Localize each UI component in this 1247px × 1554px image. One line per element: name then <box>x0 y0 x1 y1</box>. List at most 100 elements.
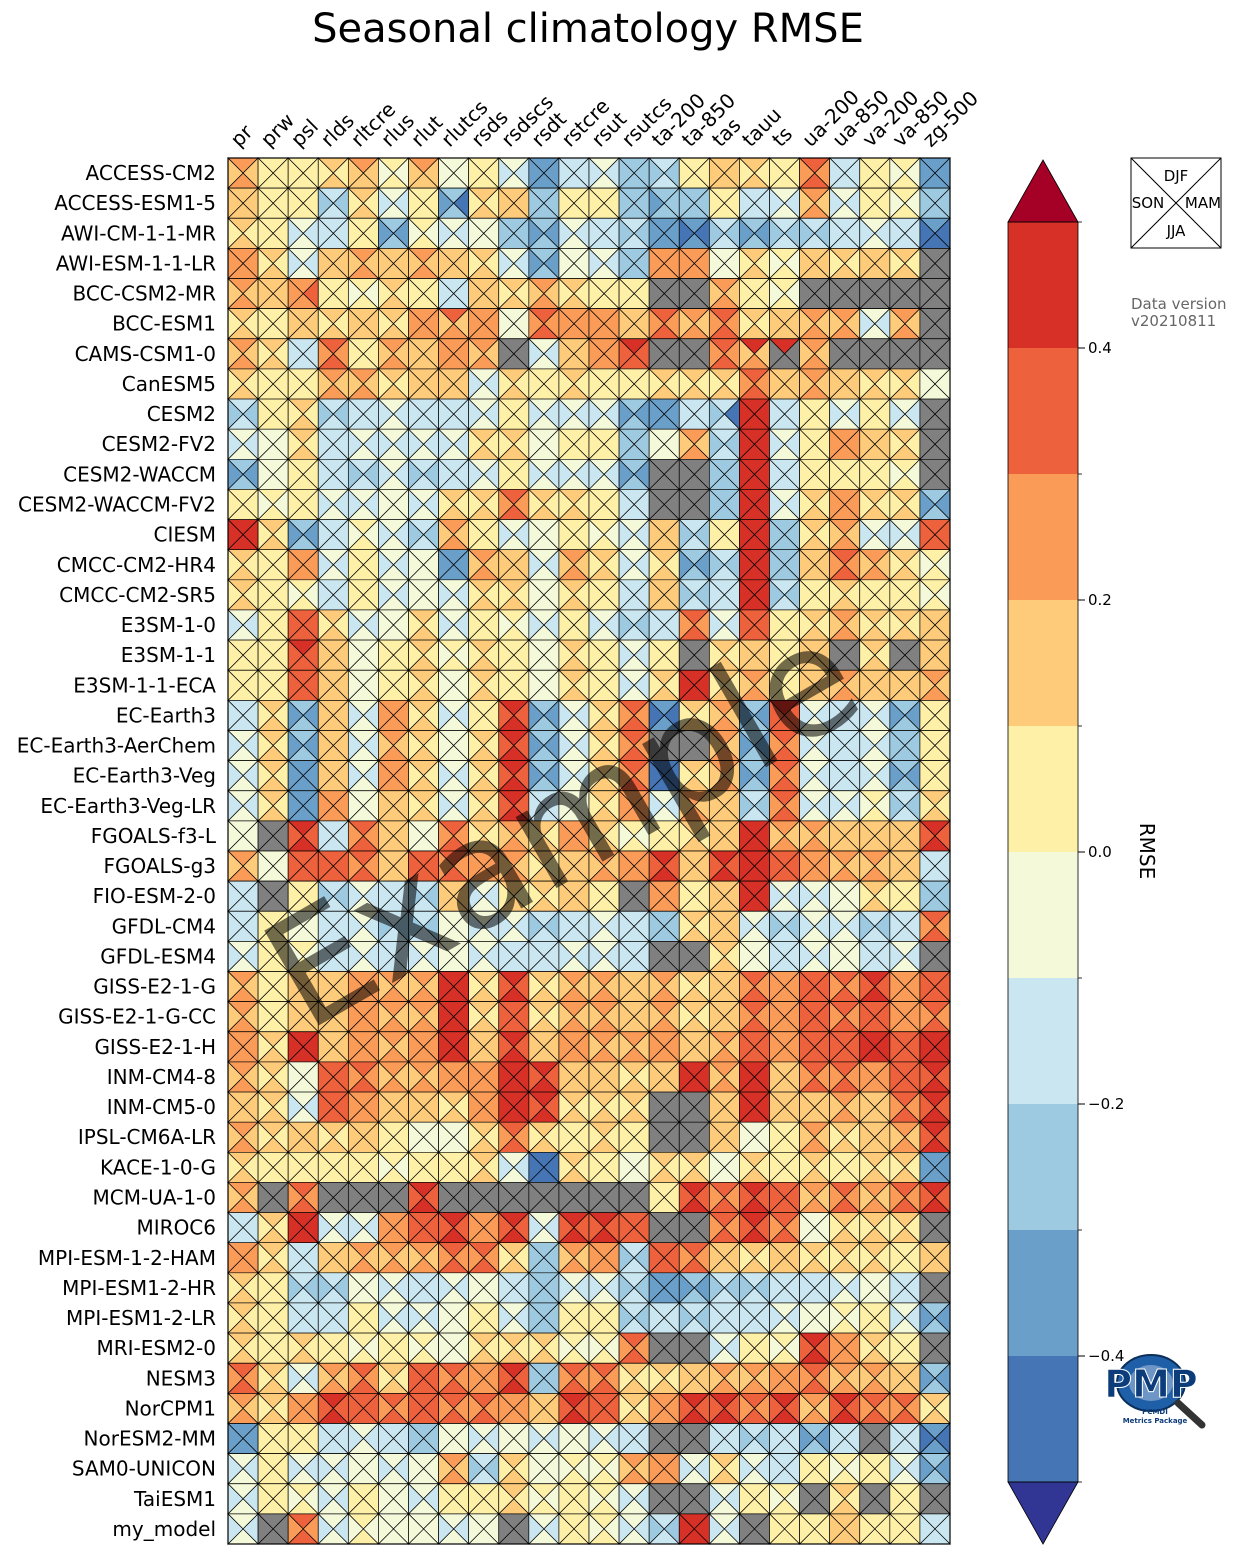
cell-triangle-son <box>468 428 485 461</box>
cell-triangle-son <box>618 157 635 189</box>
cell-triangle-son <box>317 639 334 672</box>
cell-triangle-son <box>378 187 394 220</box>
cell-triangle-son <box>378 639 394 672</box>
cell-triangle-son <box>919 187 936 220</box>
cell-triangle-son <box>708 639 725 672</box>
cell-triangle-son <box>317 428 334 461</box>
cell-triangle-son <box>588 398 605 431</box>
cell-triangle-son <box>498 639 515 672</box>
cell-triangle-son <box>799 307 816 340</box>
cell-triangle-son <box>739 458 755 491</box>
cell-triangle-son <box>257 488 274 521</box>
cell-triangle-son <box>769 247 786 280</box>
cell-triangle-son <box>648 639 665 672</box>
cell-triangle-son <box>438 277 455 310</box>
cell-triangle-son <box>769 609 786 641</box>
cell-triangle-son <box>648 247 665 280</box>
model-label: CMCC-CM2-HR4 <box>57 553 216 577</box>
cell-triangle-son <box>829 609 846 641</box>
cell-triangle-son <box>347 217 364 250</box>
model-label: TaiESM1 <box>133 1487 216 1511</box>
cell-triangle-son <box>528 458 545 491</box>
cell-triangle-son <box>648 398 665 431</box>
cell-triangle-son <box>799 337 816 370</box>
model-label: EC-Earth3 <box>116 703 216 727</box>
cell-triangle-son <box>648 368 665 400</box>
cell-triangle-son <box>618 307 635 340</box>
cell-triangle-son <box>919 157 936 189</box>
cell-triangle-son <box>769 518 786 551</box>
chart-title: Seasonal climatology RMSE <box>312 6 864 52</box>
cell-triangle-son <box>618 398 635 431</box>
cell-triangle-son <box>769 398 786 431</box>
cell-triangle-son <box>378 428 394 461</box>
cell-triangle-son <box>528 428 545 461</box>
cell-triangle-son <box>528 157 545 189</box>
cell-triangle-son <box>889 337 906 370</box>
cell-triangle-son <box>468 609 485 641</box>
cell-triangle-son <box>919 428 936 461</box>
cell-triangle-son <box>829 247 846 280</box>
cell-triangle-son <box>528 398 545 431</box>
cell-triangle-son <box>287 518 304 551</box>
cell-triangle-son <box>347 398 364 431</box>
cell-triangle-son <box>739 337 755 370</box>
cell-triangle-son <box>648 609 665 641</box>
cell-triangle-son <box>889 458 906 491</box>
cell-triangle-son <box>378 368 394 400</box>
colorbar-label: RMSE <box>1135 823 1159 879</box>
colorbar-tick-label: 0.0 <box>1088 843 1112 861</box>
cell-triangle-son <box>799 458 816 491</box>
cell-triangle-son <box>558 458 575 491</box>
cell-triangle-son <box>528 187 545 220</box>
cell-triangle-son <box>708 398 725 431</box>
model-label: NorESM2-MM <box>84 1427 216 1451</box>
cell-triangle-son <box>769 337 786 370</box>
cell-triangle-son <box>287 428 304 461</box>
cell-triangle-son <box>468 157 485 189</box>
cell-triangle-son <box>528 488 545 521</box>
cell-triangle-son <box>468 458 485 491</box>
cell-triangle-son <box>588 277 605 310</box>
cell-triangle-son <box>287 398 304 431</box>
colorbar: −0.4−0.20.00.20.4 <box>1007 159 1124 1545</box>
cell-triangle-son <box>829 518 846 551</box>
cell-triangle-son <box>378 277 394 310</box>
cell-triangle-son <box>408 609 425 641</box>
cell-triangle-son <box>558 247 575 280</box>
cell-triangle-son <box>257 518 274 551</box>
logo-subtitle-1: PCMDI <box>1142 1408 1168 1416</box>
colorbar-tick-label: 0.4 <box>1088 339 1112 357</box>
cell-triangle-son <box>708 548 725 581</box>
cell-triangle-son <box>739 368 755 400</box>
cell-triangle-son <box>859 368 876 400</box>
cell-triangle-son <box>498 609 515 641</box>
cell-triangle-son <box>859 157 876 189</box>
cell-triangle-son <box>257 247 274 280</box>
model-label: CESM2-WACCM-FV2 <box>18 493 216 517</box>
season-mam: MAM <box>1185 194 1221 212</box>
cell-triangle-son <box>678 157 695 189</box>
cell-triangle-son <box>919 277 936 310</box>
cell-triangle-son <box>769 488 786 521</box>
cell-triangle-son <box>588 187 605 220</box>
cell-triangle-son <box>799 187 816 220</box>
cell-triangle-son <box>588 458 605 491</box>
model-label: CMCC-CM2-SR5 <box>59 583 216 607</box>
model-label: AWI-CM-1-1-MR <box>61 221 216 245</box>
cell-triangle-son <box>558 307 575 340</box>
cell-triangle-son <box>889 307 906 340</box>
cell-triangle-son <box>769 217 786 250</box>
model-label: GFDL-ESM4 <box>100 944 216 968</box>
cell-triangle-son <box>769 187 786 220</box>
cell-triangle-son <box>678 548 695 581</box>
cell-triangle-son <box>588 548 605 581</box>
cell-triangle-son <box>498 337 515 370</box>
cell-triangle-son <box>678 277 695 310</box>
cell-triangle-son <box>919 578 936 611</box>
cell-triangle-son <box>408 368 425 400</box>
cell-triangle-son <box>498 428 515 461</box>
cell-triangle-son <box>799 157 816 189</box>
cell-triangle-son <box>528 639 545 672</box>
cell-triangle-son <box>859 578 876 611</box>
